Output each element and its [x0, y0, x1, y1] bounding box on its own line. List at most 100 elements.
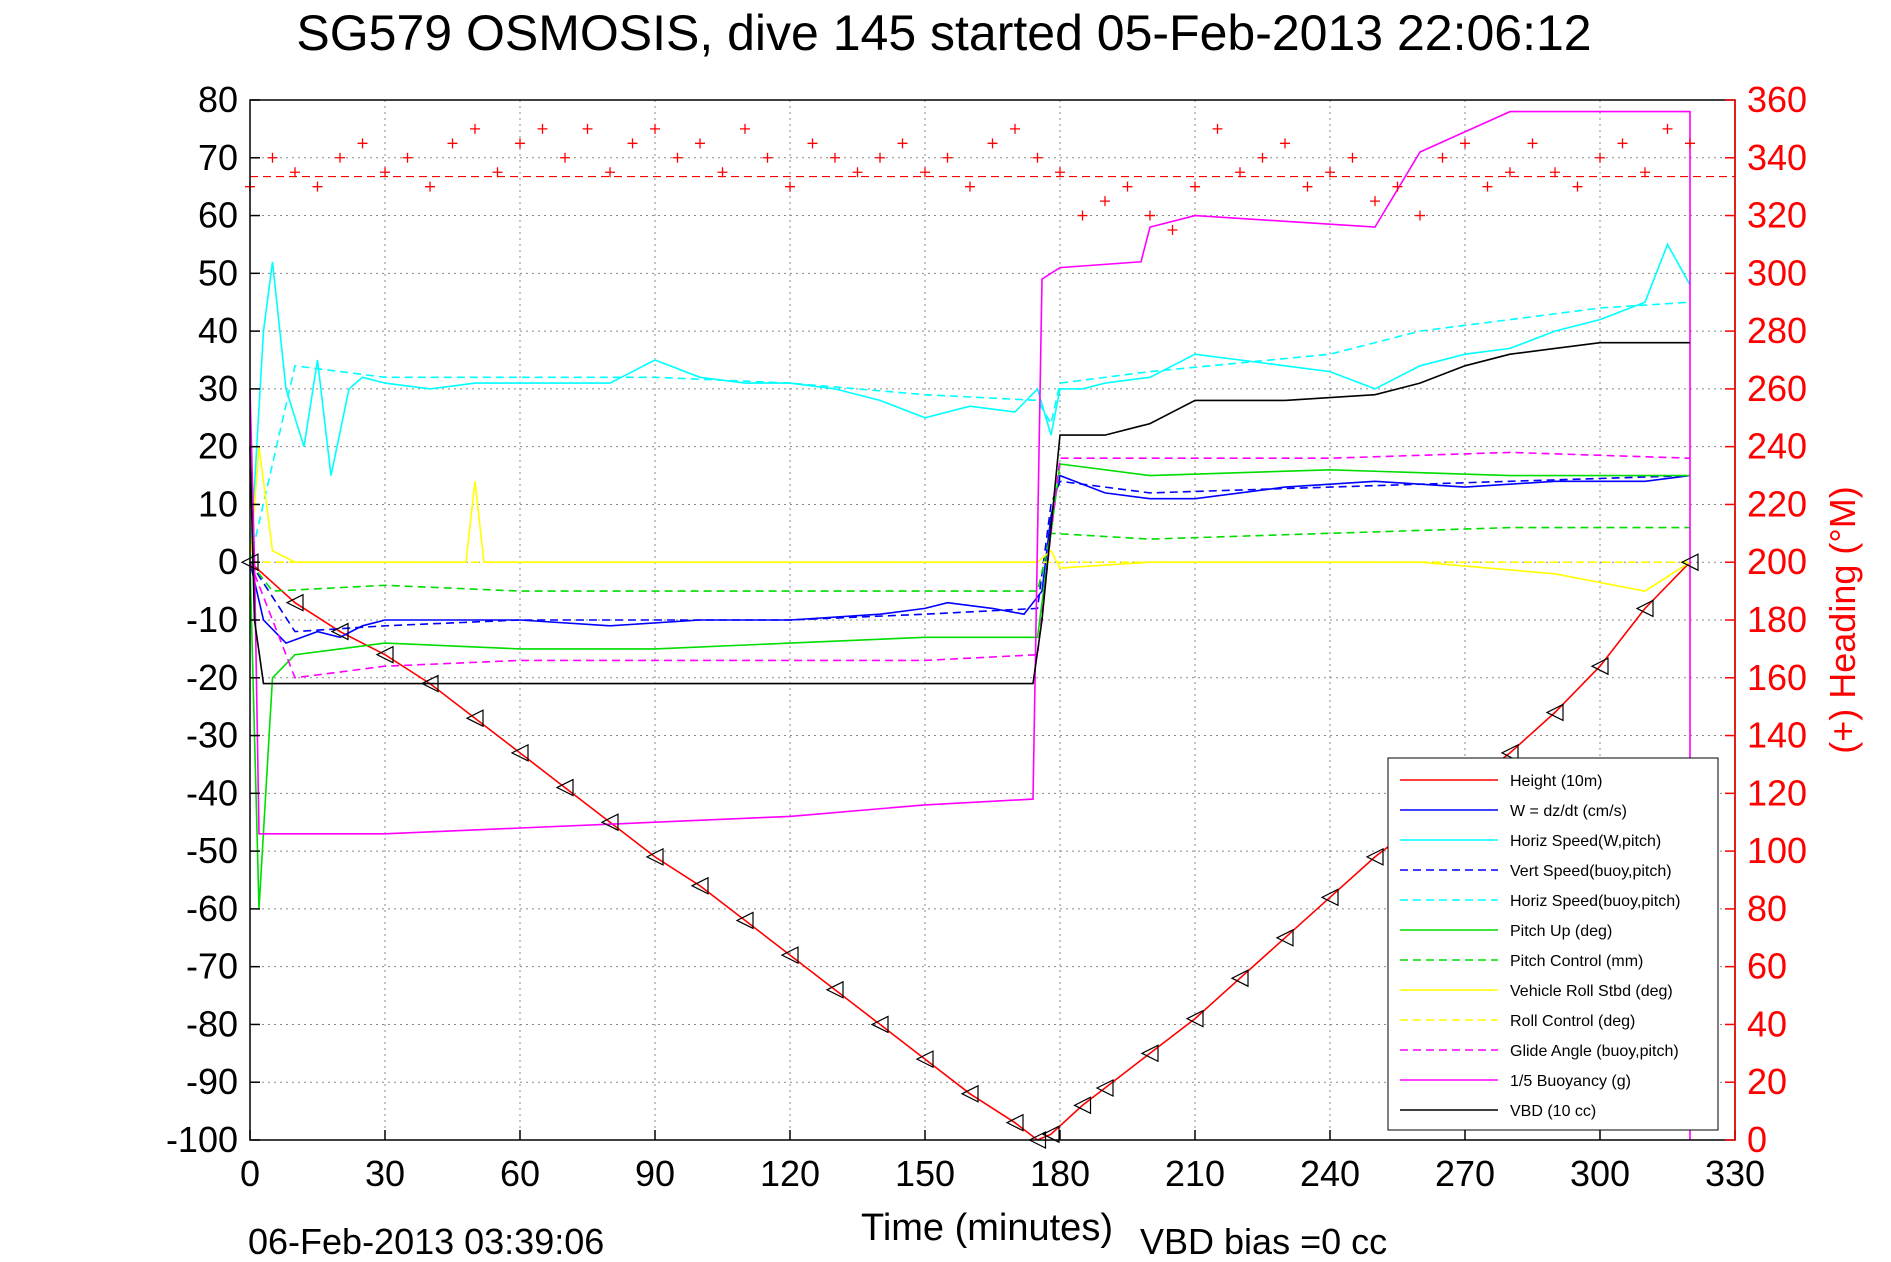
y-tick-label: -40 [186, 772, 238, 813]
y-right-tick-label: 20 [1747, 1061, 1787, 1102]
y-tick-label: -20 [186, 657, 238, 698]
footer-timestamp: 06-Feb-2013 03:39:06 [248, 1221, 604, 1262]
x-tick-label: 120 [760, 1153, 820, 1194]
heading-point [1550, 167, 1560, 178]
y-tick-label: 20 [198, 426, 238, 467]
x-tick-label: 330 [1705, 1153, 1765, 1194]
height-marker [600, 813, 619, 832]
y-right-tick-label: 340 [1747, 137, 1807, 178]
heading-point [1370, 196, 1380, 207]
series-line-10 [249, 110, 1691, 1140]
y-right-tick-label: 360 [1747, 79, 1807, 120]
height-marker [870, 1015, 889, 1034]
y-tick-label: -100 [166, 1119, 238, 1160]
heading-point [1662, 123, 1673, 134]
y-tick-label: -30 [186, 715, 238, 756]
heading-point [357, 138, 368, 149]
heading-point [1640, 167, 1650, 178]
x-tick-label: 60 [500, 1153, 540, 1194]
y-axis-left: 80 70 60 50 40 30 20 10 0 -10 -20 -30 -40 -50 -60 -70 -8… [166, 79, 260, 1160]
height-marker [420, 674, 439, 693]
series-line-2 [249, 242, 1691, 563]
y-right-tick-label: 60 [1747, 946, 1787, 987]
y-right-tick-label: 140 [1747, 715, 1807, 756]
heading-point [312, 181, 323, 192]
heading-point [965, 181, 975, 192]
heading-point [402, 152, 413, 163]
heading-point [1010, 123, 1020, 134]
height-marker [1140, 1044, 1159, 1063]
height-marker [1095, 1079, 1114, 1097]
heading-point [335, 152, 345, 163]
heading-point [1325, 167, 1335, 178]
y-axis-right: 3603403203002802602402202001801601401201… [1725, 79, 1807, 1160]
y-right-tick-label: 300 [1747, 252, 1807, 293]
heading-point [875, 152, 885, 163]
heading-point [1122, 181, 1133, 192]
height-marker [330, 622, 349, 641]
y-tick-label: -90 [186, 1061, 238, 1102]
x-tick-label: 30 [365, 1153, 405, 1194]
heading-point [650, 123, 660, 134]
heading-point [830, 152, 840, 163]
height-marker [1320, 888, 1339, 907]
heading-point [1280, 138, 1290, 149]
legend-entry-label: Pitch Control (mm) [1510, 953, 1643, 970]
height-marker [825, 980, 844, 999]
heading-point [560, 152, 570, 163]
series-line-11 [249, 341, 1690, 685]
series-layer [249, 110, 1691, 1141]
y-right-tick-label: 80 [1747, 888, 1787, 929]
heading-point [515, 138, 525, 149]
y-right-tick-label: 280 [1747, 310, 1807, 351]
y-right-tick-label: 320 [1747, 195, 1807, 236]
heading-point [1572, 181, 1583, 192]
legend-entry-label: Horiz Speed(buoy,pitch) [1510, 893, 1680, 910]
heading-point [1077, 210, 1088, 221]
heading-point [1212, 123, 1223, 134]
heading-point [1392, 181, 1403, 192]
height-marker [645, 847, 664, 866]
y-tick-label: 70 [198, 137, 238, 178]
height-marker [1041, 1125, 1060, 1144]
height-marker [1545, 703, 1564, 722]
heading-point [425, 181, 435, 192]
heading-point [627, 138, 638, 149]
heading-point [1257, 152, 1268, 163]
chart-title: SG579 OSMOSIS, dive 145 started 05-Feb-2… [296, 5, 1591, 61]
y-tick-label: 10 [198, 483, 238, 524]
heading-point [290, 167, 300, 178]
heading-point [740, 123, 750, 134]
heading-point [470, 123, 480, 134]
series-line-9 [249, 451, 1691, 679]
heading-point [1482, 181, 1493, 192]
heading-point [582, 123, 593, 134]
y-tick-label: 60 [198, 195, 238, 236]
heading-point [897, 138, 908, 149]
heading-point [1302, 181, 1313, 192]
y-right-tick-label: 120 [1747, 772, 1807, 813]
height-marker [285, 593, 304, 612]
legend: Height (10m) W = dz/dt (cm/s) Horiz Speed(… [1387, 757, 1719, 1131]
height-marker [1005, 1113, 1024, 1132]
height-marker [1635, 599, 1654, 618]
y-right-tick-label: 160 [1747, 657, 1807, 698]
y-tick-label: 0 [218, 541, 238, 582]
height-marker [1365, 847, 1384, 866]
legend-box [1387, 757, 1719, 1131]
height-marker [780, 946, 799, 965]
heading-point [695, 138, 705, 149]
x-tick-label: 150 [895, 1153, 955, 1194]
height-marker [1275, 928, 1294, 947]
y-tick-label: 40 [198, 310, 238, 351]
heading-point [1437, 152, 1448, 163]
heading-point [717, 167, 728, 178]
x-tick-label: 0 [240, 1153, 260, 1194]
y-tick-label: -60 [186, 888, 238, 929]
heading-point [785, 181, 795, 192]
height-marker [690, 876, 709, 895]
y-tick-label: -50 [186, 830, 238, 871]
legend-entry-label: Pitch Up (deg) [1510, 923, 1612, 940]
heading-point [1685, 138, 1695, 149]
height-marker [735, 911, 754, 930]
